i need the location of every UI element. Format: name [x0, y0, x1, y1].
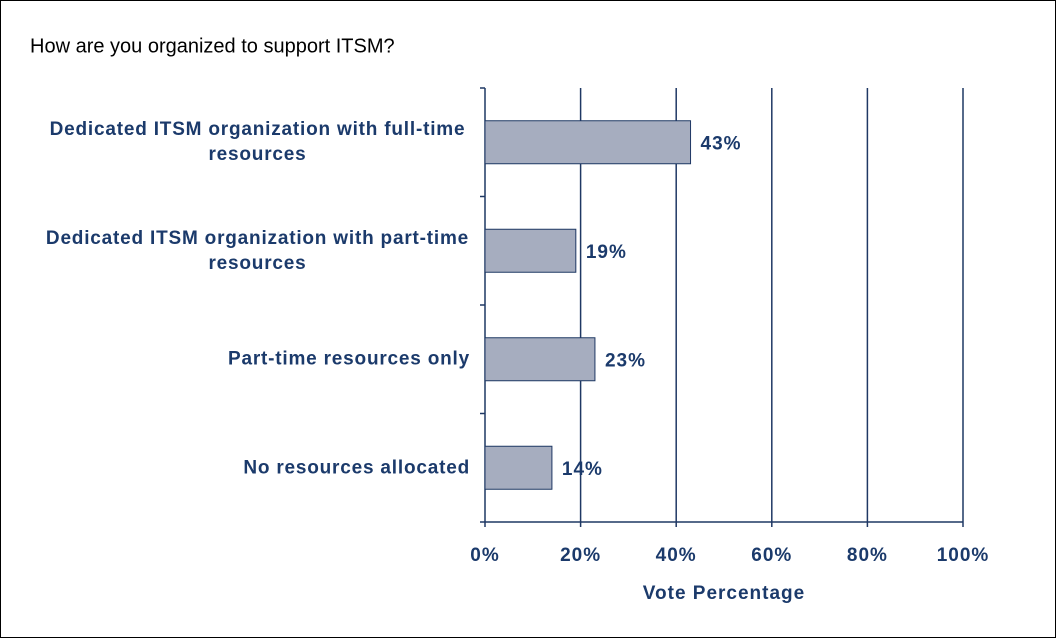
y-tick-label-box: Part-time resources only: [30, 347, 470, 372]
y-tick-label: Dedicated ITSM organization with part-ti…: [45, 227, 470, 274]
y-tick-label: Part-time resources only: [227, 348, 470, 370]
bar: [484, 228, 577, 273]
y-tick-label: Dedicated ITSM organization with full-ti…: [49, 119, 466, 166]
x-tick-label: 20%: [560, 545, 601, 566]
data-label: 14%: [562, 459, 603, 480]
bar: [484, 445, 553, 490]
data-label: 19%: [586, 242, 627, 263]
y-tick-label-box: Dedicated ITSM organization with part-ti…: [30, 226, 470, 276]
x-tick-label: 100%: [937, 545, 990, 566]
x-tick-label: 80%: [847, 545, 888, 566]
chart-title: How are you organized to support ITSM?: [30, 35, 395, 57]
data-label: 23%: [605, 350, 646, 371]
x-axis-label: Vote Percentage: [643, 583, 805, 604]
y-tick-label: No resources allocated: [243, 457, 470, 479]
y-tick-label-box: No resources allocated: [30, 455, 470, 480]
x-tick-label: 0%: [470, 545, 499, 566]
bar: [484, 120, 692, 165]
x-tick-label: 60%: [751, 545, 792, 566]
x-tick-label: 40%: [656, 545, 697, 566]
y-tick-label-box: Dedicated ITSM organization with full-ti…: [30, 117, 470, 167]
data-label: 43%: [701, 133, 742, 154]
bar: [484, 337, 596, 382]
